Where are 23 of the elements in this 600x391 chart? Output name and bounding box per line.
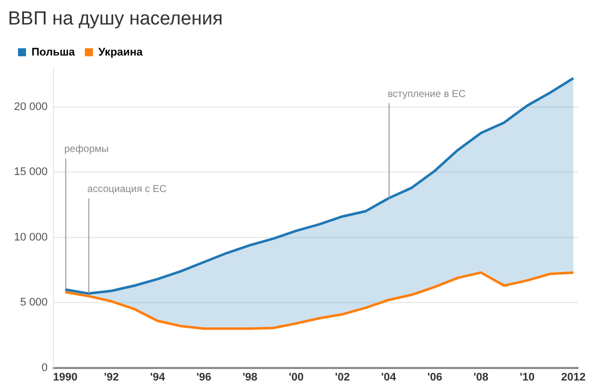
annotation: ассоциация с ЕС xyxy=(87,184,167,196)
x-tick-label: '00 xyxy=(288,371,304,384)
y-tick-label: 5 000 xyxy=(20,296,48,309)
y-tick-label: 0 xyxy=(42,362,48,374)
y-tick-label: 20 000 xyxy=(14,100,48,113)
x-tick-label: '08 xyxy=(474,371,488,384)
annotation: вступление в ЕС xyxy=(388,88,466,100)
legend-label: Польша xyxy=(32,46,76,58)
x-tick-label: '10 xyxy=(520,371,535,384)
chart-title: ВВП на душу населения xyxy=(8,8,223,30)
y-tick-label: 10 000 xyxy=(14,231,48,244)
legend-label: Украина xyxy=(98,46,144,58)
x-tick-label: '96 xyxy=(196,371,212,384)
x-tick-label: '92 xyxy=(104,371,119,384)
annotation: реформы xyxy=(64,144,109,156)
x-tick-label: 1990 xyxy=(52,371,78,384)
x-tick-label: '94 xyxy=(150,371,166,384)
x-tick-label: '02 xyxy=(334,371,350,384)
y-tick-label: 15 000 xyxy=(14,166,48,178)
x-tick-label: '06 xyxy=(427,371,442,384)
x-tick-label: 2012 xyxy=(561,371,586,384)
x-tick-label: '04 xyxy=(381,371,397,384)
x-tick-label: '98 xyxy=(242,371,258,384)
